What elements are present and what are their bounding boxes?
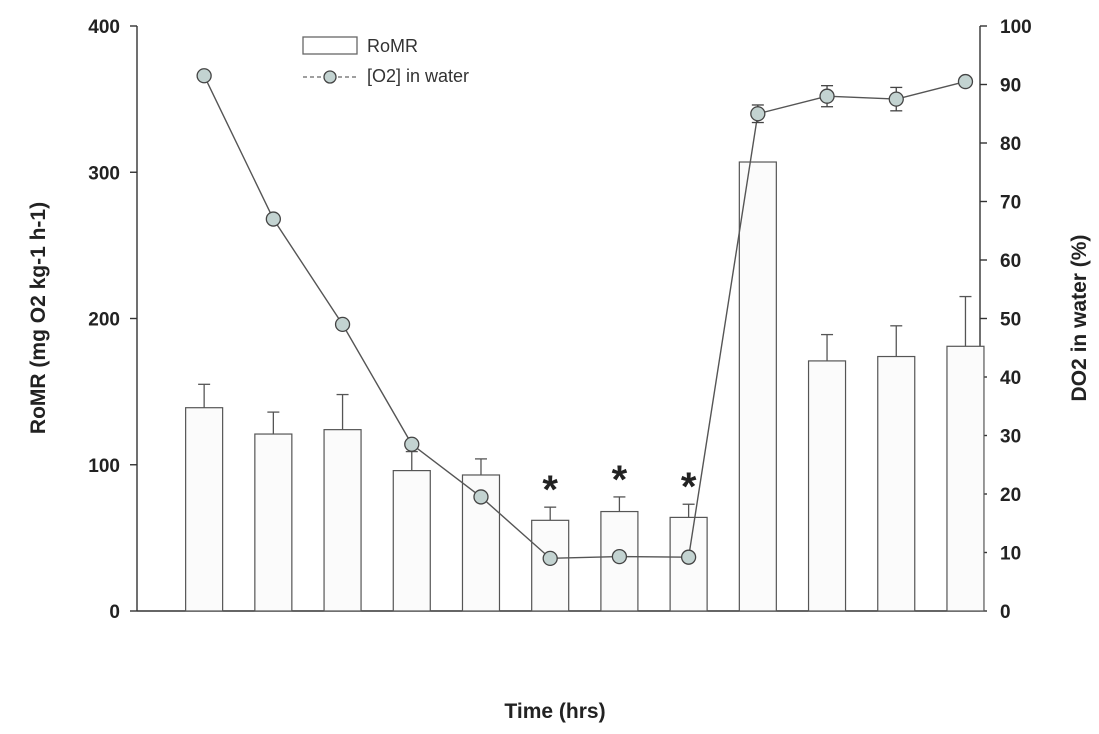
legend: RoMR [O2] in water xyxy=(302,36,469,86)
line-point xyxy=(750,106,766,122)
y2-tick-label: 40 xyxy=(1000,368,1021,389)
y2-tick-label: 20 xyxy=(1000,485,1021,506)
y2-tick-label: 90 xyxy=(1000,76,1021,97)
line-point xyxy=(196,68,212,84)
x-axis-title: Time (hrs) xyxy=(504,700,605,723)
y2-tick-label: 10 xyxy=(1000,544,1021,565)
legend-line-label: [O2] in water xyxy=(367,66,469,86)
bar xyxy=(254,433,293,612)
bar xyxy=(323,429,362,612)
line-point xyxy=(404,436,420,452)
y2-axis-title: DO2 in water (%) xyxy=(1068,235,1091,402)
y-tick-label: 300 xyxy=(88,163,120,184)
legend-bar-label: RoMR xyxy=(367,36,418,56)
line-point xyxy=(819,88,835,104)
y2-tick-label: 60 xyxy=(1000,251,1021,272)
bar xyxy=(946,345,985,612)
line-point xyxy=(680,549,697,565)
line-series xyxy=(196,68,974,566)
bar xyxy=(807,360,847,612)
y2-tick-label: 50 xyxy=(1000,310,1021,331)
significance-star: * xyxy=(681,465,697,509)
significance-star: * xyxy=(542,468,558,512)
y-tick-label: 0 xyxy=(109,602,120,623)
line-point xyxy=(542,550,558,566)
line-point xyxy=(473,489,489,505)
significance-star: * xyxy=(612,458,628,502)
y2-tick-label: 70 xyxy=(1000,193,1021,214)
bar xyxy=(877,355,916,612)
line-point xyxy=(334,316,351,333)
line-point xyxy=(957,73,974,90)
y2-tick-label: 30 xyxy=(1000,427,1021,448)
y-tick-label: 200 xyxy=(88,310,120,331)
line-point xyxy=(265,211,281,227)
y2-tick-label: 100 xyxy=(1000,17,1032,38)
bar-series xyxy=(185,161,985,612)
line-point xyxy=(888,91,904,107)
y-tick-label: 400 xyxy=(88,17,120,38)
significance-markers: * * * xyxy=(542,458,696,512)
line-path xyxy=(203,75,966,560)
line-point xyxy=(611,548,628,565)
legend-bar-swatch xyxy=(302,36,358,55)
y-tick-label: 100 xyxy=(88,456,120,477)
bar xyxy=(185,407,224,612)
y-axis-title: RoMR (mg O2 kg-1 h-1) xyxy=(27,202,50,434)
bar xyxy=(738,161,777,612)
y2-tick-label: 0 xyxy=(1000,602,1011,623)
y2-tick-label: 80 xyxy=(1000,134,1021,155)
bar xyxy=(392,470,431,612)
legend-line-marker xyxy=(323,70,337,84)
